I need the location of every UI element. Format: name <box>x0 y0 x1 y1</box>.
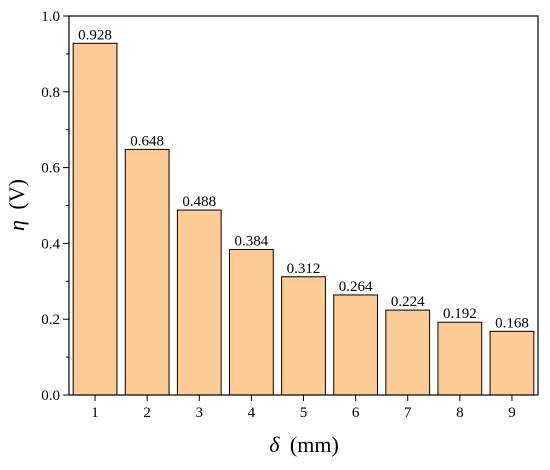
bar-5 <box>281 276 326 396</box>
y-tick-label-0.6: 0.6 <box>41 161 60 177</box>
y-axis-unit: (V) <box>4 179 29 210</box>
data-label-1: 0.928 <box>78 27 112 43</box>
x-tick-label-3: 3 <box>196 405 204 421</box>
bar-4 <box>229 248 274 396</box>
x-tick-label-8: 8 <box>456 405 464 421</box>
y-axis: 0.0 0.2 0.4 0.6 0.8 1.0 <box>41 9 69 404</box>
data-label-8: 0.192 <box>443 306 477 322</box>
y-tick-label-0.8: 0.8 <box>41 85 60 101</box>
y-tick-label-0.4: 0.4 <box>41 236 60 252</box>
data-label-9: 0.168 <box>495 315 529 331</box>
y-tick-label-1.0: 1.0 <box>41 9 60 25</box>
data-label-2: 0.648 <box>130 133 164 149</box>
data-labels-group: 0.928 0.648 0.488 0.384 0.312 0.264 0.224 0.192… <box>78 27 529 331</box>
x-tick-label-5: 5 <box>300 405 308 421</box>
y-tick-label-0.2: 0.2 <box>41 312 60 328</box>
x-tick-label-2: 2 <box>143 405 151 421</box>
x-axis-title: δ (mm) <box>269 432 339 457</box>
x-tick-label-1: 1 <box>91 405 99 421</box>
x-tick-label-9: 9 <box>508 405 516 421</box>
x-tick-label-4: 4 <box>248 405 256 421</box>
y-axis-symbol: η <box>4 220 29 231</box>
x-axis-symbol: δ <box>269 432 280 457</box>
y-axis-title: η (V) <box>4 179 29 231</box>
bar-6 <box>333 294 378 396</box>
bar-2 <box>124 148 170 396</box>
bar-7 <box>385 309 431 396</box>
x-axis-unit: (mm) <box>290 432 339 457</box>
data-label-3: 0.488 <box>182 194 216 210</box>
bar-1 <box>72 42 118 396</box>
data-label-4: 0.384 <box>235 233 269 249</box>
bar-8 <box>437 321 483 396</box>
x-tick-label-6: 6 <box>352 405 360 421</box>
data-label-6: 0.264 <box>339 279 373 295</box>
bar-9 <box>489 330 535 396</box>
data-label-7: 0.224 <box>391 294 425 310</box>
x-axis: 1 2 3 4 5 6 7 8 9 <box>91 395 516 421</box>
bars-group <box>72 42 535 396</box>
y-tick-label-0.0: 0.0 <box>41 388 60 404</box>
data-label-5: 0.312 <box>287 261 321 277</box>
bar-3 <box>176 209 222 396</box>
x-tick-label-7: 7 <box>404 405 412 421</box>
